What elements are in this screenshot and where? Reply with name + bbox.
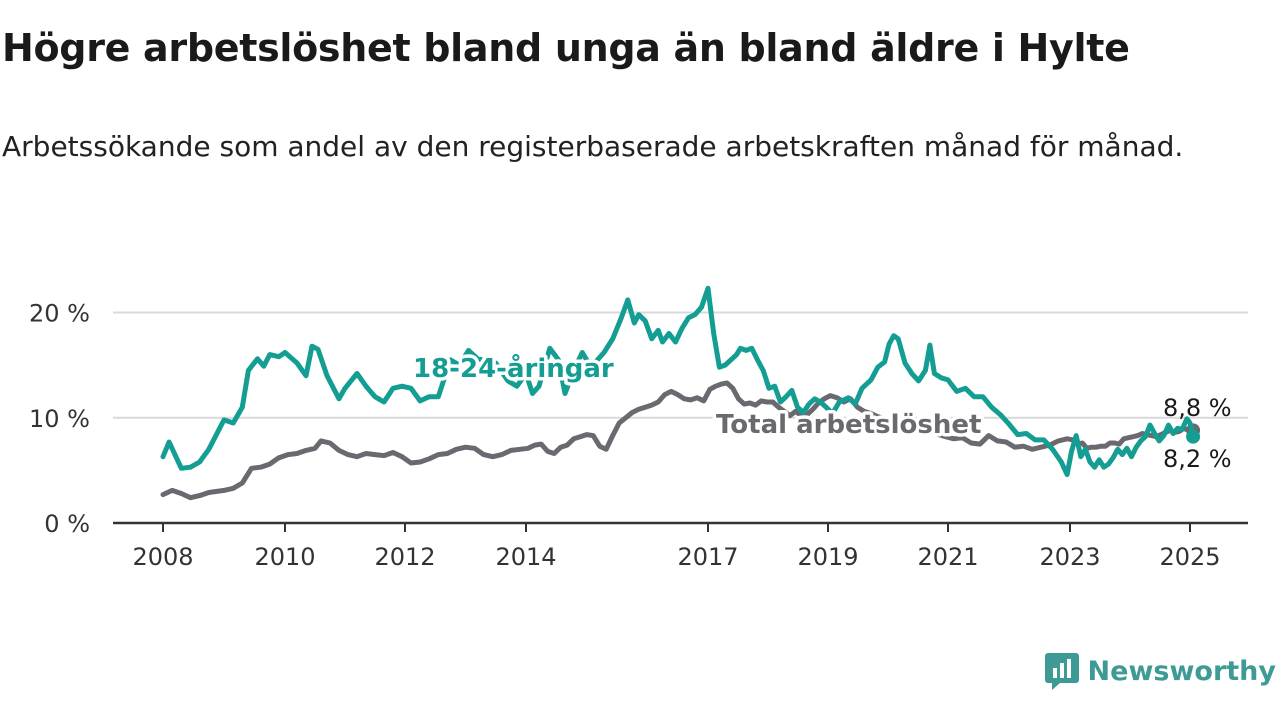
x-tick-label: 2014 [495, 543, 556, 571]
x-tick-label: 2012 [374, 543, 435, 571]
x-tick-label: 2023 [1039, 543, 1100, 571]
chart-title: Högre arbetslöshet bland unga än bland ä… [2, 26, 1130, 70]
y-tick-label: 20 % [29, 300, 90, 328]
series-label-youth: 18-24-åringar [413, 352, 614, 384]
series-end-marker [1186, 429, 1201, 444]
x-tick-label: 2017 [677, 543, 738, 571]
gridlines [113, 311, 1248, 419]
newsworthy-logo-icon [1044, 653, 1079, 690]
series-line [160, 285, 1196, 478]
y-tick-label: 10 % [29, 405, 90, 433]
end-label-youth: 8,2 % [1163, 445, 1232, 473]
series-lines [160, 285, 1201, 501]
series-label-total: Total arbetslöshet [716, 410, 981, 440]
x-tick-label: 2019 [797, 543, 858, 571]
x-tick-label: 2008 [132, 543, 193, 571]
x-tick-label: 2025 [1159, 543, 1220, 571]
axes: 0 % 10 % 20 % 2008 2010 2012 2014 2017 2019 2021 2… [29, 300, 1248, 571]
chart-subtitle: Arbetssökande som andel av den registerb… [2, 130, 1184, 163]
y-tick-label: 0 % [44, 510, 90, 538]
line-chart: 0 % 10 % 20 % 2008 2010 2012 2014 2017 2019 2021 2… [29, 285, 1248, 571]
series-label-total-halo: Total arbetslöshet [716, 410, 981, 440]
x-tick-label: 2021 [917, 543, 978, 571]
brand-name: Newsworthy [1087, 655, 1276, 687]
end-label-total: 8,8 % [1163, 394, 1232, 422]
branding: Newsworthy [1044, 652, 1276, 690]
series-label-youth-halo: 18-24-åringar [413, 352, 614, 384]
x-tick-label: 2010 [254, 543, 315, 571]
